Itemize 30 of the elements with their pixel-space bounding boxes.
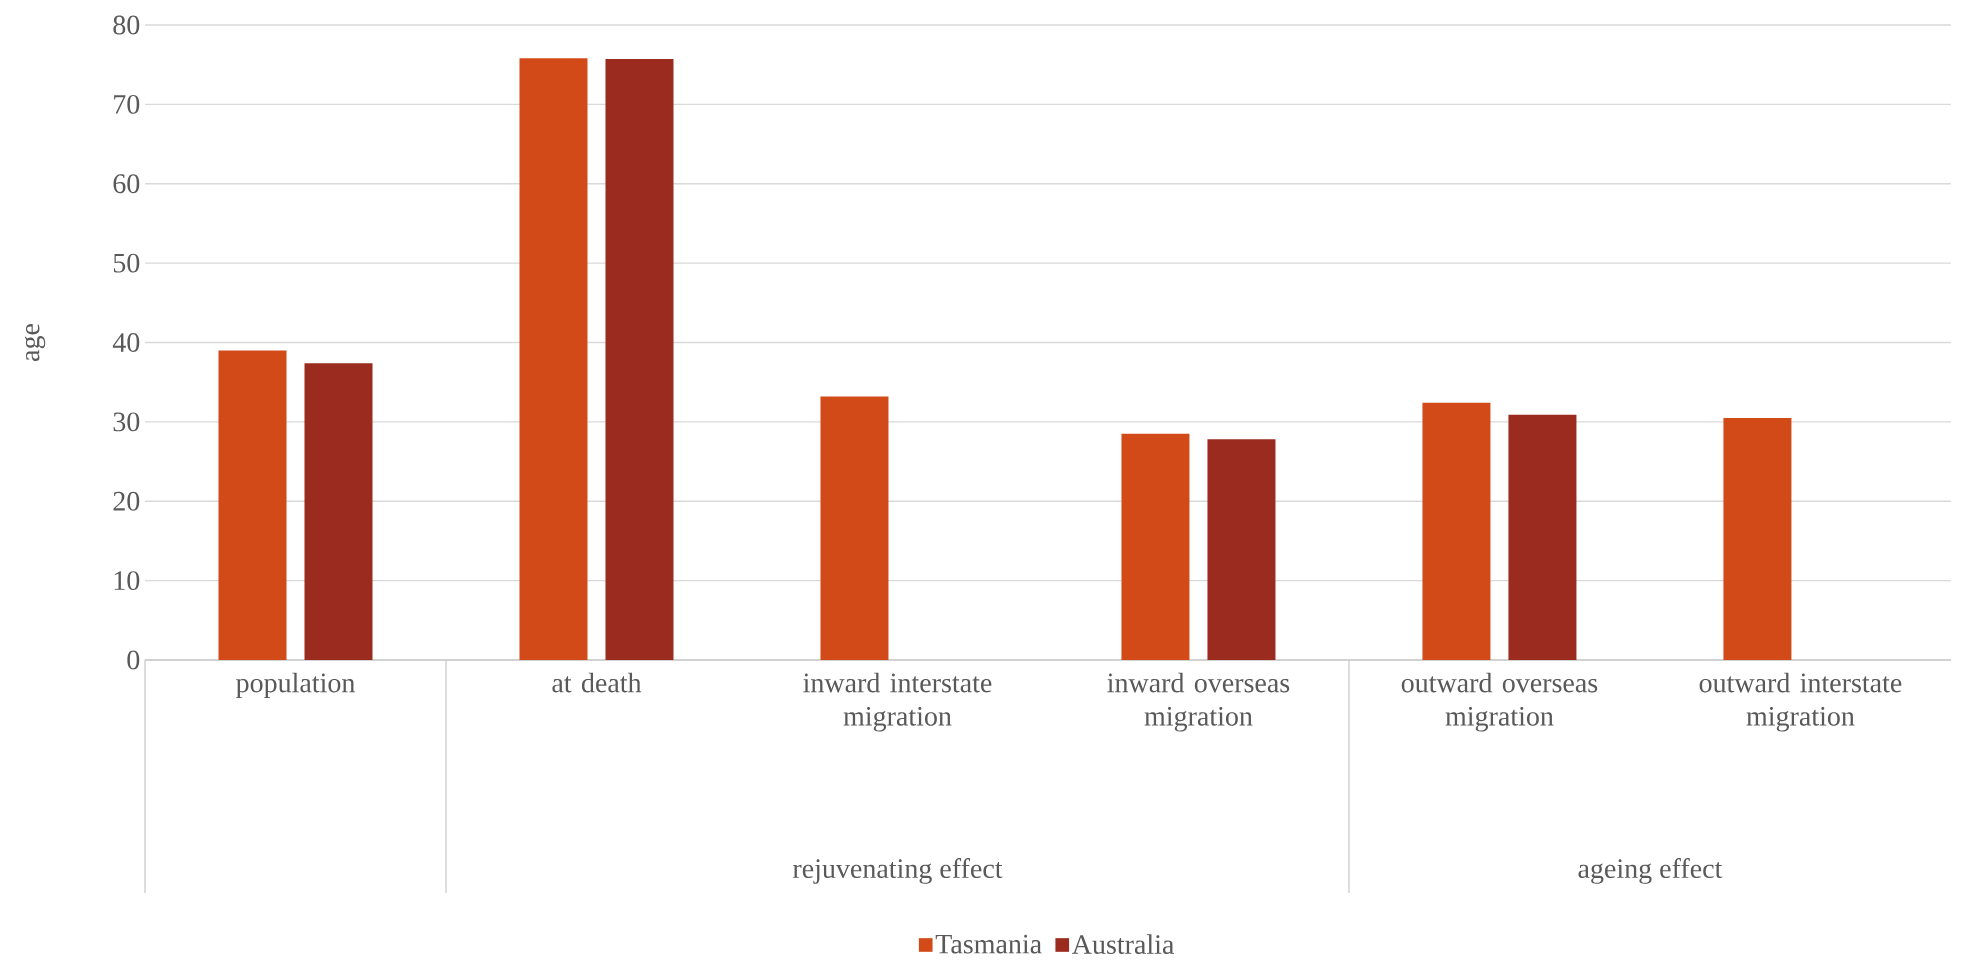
text: ageing effect	[1578, 858, 1723, 884]
y-tick-label: 30	[113, 412, 140, 432]
bar	[304, 363, 373, 660]
bar	[605, 59, 674, 660]
x-tick-label: outward overseas migration	[1401, 672, 1598, 732]
bar	[1723, 417, 1792, 660]
y-tick-label: 0	[127, 650, 140, 670]
legend-label: Australia	[1072, 934, 1175, 954]
y-tick-label: 50	[113, 253, 140, 273]
y-tick-label: 80	[113, 15, 140, 35]
y-tick-label: 10	[114, 571, 140, 591]
text: rejuvenating effect	[792, 858, 1003, 884]
y-tick-label: 20	[113, 491, 140, 511]
legend-label: Tasmania	[935, 934, 1042, 954]
x-tick-label: inward interstate migration	[803, 672, 992, 732]
bar	[820, 396, 889, 660]
bar	[218, 350, 287, 660]
bar	[1422, 402, 1491, 660]
bar	[1207, 439, 1276, 660]
bar	[1121, 433, 1190, 660]
bar	[519, 58, 588, 660]
y-tick-label: 70	[114, 94, 140, 114]
x-tick-label: population	[236, 672, 355, 699]
y-axis-title: age	[24, 324, 46, 361]
x-tick-label: inward overseas migration	[1107, 672, 1290, 732]
bar	[1508, 414, 1577, 660]
x-tick-label: outward interstate migration	[1699, 672, 1902, 732]
y-tick-label: 60	[113, 174, 140, 194]
x-tick-label: at death	[552, 672, 642, 693]
y-tick-label: 40	[112, 333, 140, 352]
